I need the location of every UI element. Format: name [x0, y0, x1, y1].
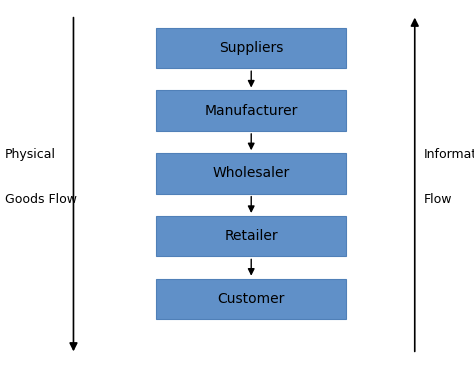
Text: Manufacturer: Manufacturer — [205, 104, 298, 118]
FancyBboxPatch shape — [156, 153, 346, 194]
Text: Suppliers: Suppliers — [219, 41, 283, 55]
FancyBboxPatch shape — [156, 90, 346, 131]
Text: Wholesaler: Wholesaler — [213, 166, 290, 180]
FancyBboxPatch shape — [156, 279, 346, 319]
FancyBboxPatch shape — [156, 216, 346, 256]
Text: Information: Information — [424, 148, 474, 162]
Text: Goods Flow: Goods Flow — [5, 193, 77, 206]
Text: Retailer: Retailer — [224, 229, 278, 243]
Text: Flow: Flow — [424, 193, 453, 206]
Text: Customer: Customer — [218, 292, 285, 306]
FancyBboxPatch shape — [156, 28, 346, 68]
Text: Physical: Physical — [5, 148, 56, 162]
